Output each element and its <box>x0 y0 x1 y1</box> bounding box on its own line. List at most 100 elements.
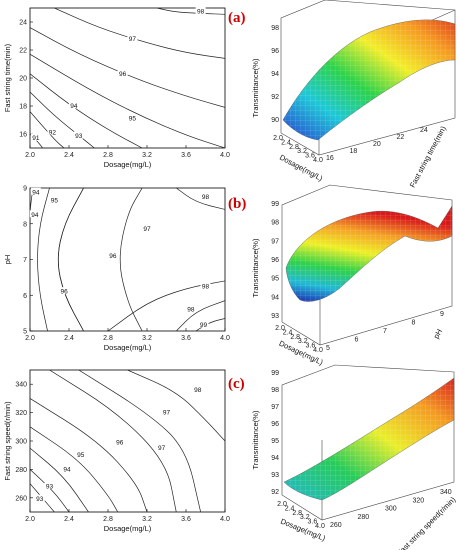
y-axis-label: Fast string speed(r/min) <box>3 401 12 481</box>
y-axis-label-c: Fast string speed(r/min) <box>395 495 458 550</box>
surface-box-b <box>281 184 453 346</box>
contour-label: 96 <box>61 289 69 296</box>
contour-label: 93 <box>46 483 54 490</box>
plot-frame <box>29 7 226 149</box>
contour-label: 93 <box>75 133 83 140</box>
y-tick-label: 340 <box>15 382 27 389</box>
y-tick-label: 16 <box>326 155 334 162</box>
x-tick-label: 4.0 <box>313 347 323 354</box>
y-tick-label: 6 <box>355 337 359 344</box>
contour-line-96 <box>57 188 84 331</box>
y-tick-label: 340 <box>440 489 452 496</box>
y-tick-label: 24 <box>420 127 428 134</box>
surface-plot-a: (a) 90 92 94 96 98 2.02.42.83.23.64.0 16 18 20… <box>228 0 456 189</box>
contour-label: 95 <box>129 116 137 123</box>
contour-label: 98 <box>202 283 210 290</box>
x-axis-label: Dosage(mg/L) <box>104 160 152 169</box>
x-tick-label: 3.2 <box>298 338 308 345</box>
z-tick-label: 96 <box>271 257 279 264</box>
contour-label: 97 <box>143 226 151 233</box>
y-tick-label: 8 <box>23 221 27 228</box>
contour-line-93 <box>30 483 55 512</box>
contour-line-95 <box>30 426 119 512</box>
contour-line-96 <box>30 27 225 108</box>
y-tick-label: 24 <box>19 20 27 27</box>
contour-label: 97 <box>158 445 166 452</box>
y-axis-label: Fast string time(min) <box>3 43 12 112</box>
z-tick-label: 92 <box>271 94 279 101</box>
z-tick-label: 95 <box>271 276 279 283</box>
x-tick-label: 3.6 <box>181 335 191 342</box>
y-tick-label: 8 <box>412 320 416 327</box>
y-tick-label: 5 <box>23 329 27 336</box>
surface-grid-c <box>284 378 454 500</box>
x-axis-label: Dosage(mg/L) <box>104 524 152 533</box>
y-tick-label: 18 <box>350 148 358 155</box>
contour-label: 98 <box>187 307 195 314</box>
contour-line-97 <box>119 188 143 331</box>
z-tick-label: 94 <box>271 294 279 301</box>
contour-label: 98 <box>194 387 202 394</box>
contour-line-96 <box>57 188 84 331</box>
contour-label: 96 <box>119 71 127 78</box>
z-axis-label-c: Transmittance(%) <box>251 410 260 469</box>
z-tick-label: 94 <box>271 455 279 462</box>
x-tick-label: 2.4 <box>285 505 295 512</box>
contour-label: 94 <box>63 466 71 473</box>
z-tick-label: 99 <box>271 201 279 208</box>
x-tick-label: 3.6 <box>181 516 191 523</box>
y-tick-label: 7 <box>23 257 27 264</box>
y-tick-label: 9 <box>440 311 444 318</box>
contour-line-93 <box>30 469 70 512</box>
y-tick-label: 300 <box>15 439 27 446</box>
panel-label-a: (a) <box>228 10 246 26</box>
contour-plot-a: 2.0 2.4 2.8 3.2 3.6 4.0 16 18 20 22 24 Dosage(mg/L)… <box>3 7 230 169</box>
x-tick-label: 2.4 <box>64 152 74 159</box>
x-tick-label: 3.2 <box>142 516 152 523</box>
contour-label: 97 <box>163 410 171 417</box>
x-tick-label: 2.8 <box>103 516 113 523</box>
x-tick-label: 3.6 <box>308 519 318 526</box>
x-tick-label: 4.0 <box>315 523 325 530</box>
x-tick-label: 3.2 <box>142 152 152 159</box>
z-axis-label-a: Transmittance(%) <box>251 58 260 117</box>
contour-line-92 <box>30 111 65 148</box>
z-tick-label: 90 <box>271 117 279 124</box>
x-tick-label: 3.6 <box>306 343 316 350</box>
contour-line-97 <box>54 8 225 59</box>
y-tick-label: 16 <box>19 132 27 139</box>
x-tick-label: 2.0 <box>25 516 35 523</box>
panel-label-c: (c) <box>228 376 245 392</box>
z-tick-label: 96 <box>271 48 279 55</box>
x-tick-label: 2.8 <box>290 334 300 341</box>
x-tick-label: 2.8 <box>289 144 299 151</box>
z-tick-label: 99 <box>271 370 279 377</box>
contour-label: 91 <box>32 135 40 142</box>
y-tick-label: 20 <box>373 141 381 148</box>
y-axis-label: pH <box>3 255 12 265</box>
x-tick-label: 2.4 <box>281 139 291 146</box>
z-tick-label: 97 <box>271 404 279 411</box>
x-tick-label: 2.4 <box>283 329 293 336</box>
contour-line-98 <box>176 188 225 210</box>
contour-label: 95 <box>51 198 59 205</box>
x-tick-label: 2.0 <box>273 135 283 142</box>
contour-label: 98 <box>197 9 205 16</box>
x-tick-label: 4.0 <box>220 335 230 342</box>
contour-label: 97 <box>129 36 137 43</box>
x-axis-label: Dosage(mg/L) <box>104 343 152 352</box>
x-tick-label: 3.6 <box>305 153 315 160</box>
z-axis-label-b: Transmittance(%) <box>251 238 260 297</box>
contour-label: 95 <box>77 452 85 459</box>
x-tick-label: 2.0 <box>25 152 35 159</box>
contour-label: 94 <box>32 189 40 196</box>
z-tick-label: 98 <box>271 387 279 394</box>
z-tick-label: 98 <box>271 25 279 32</box>
contour-label: 94 <box>70 103 78 110</box>
contour-line-98 <box>176 300 225 331</box>
x-tick-label: 2.8 <box>103 152 113 159</box>
x-tick-label: 3.6 <box>181 152 191 159</box>
x-tick-label: 2.8 <box>292 510 302 517</box>
